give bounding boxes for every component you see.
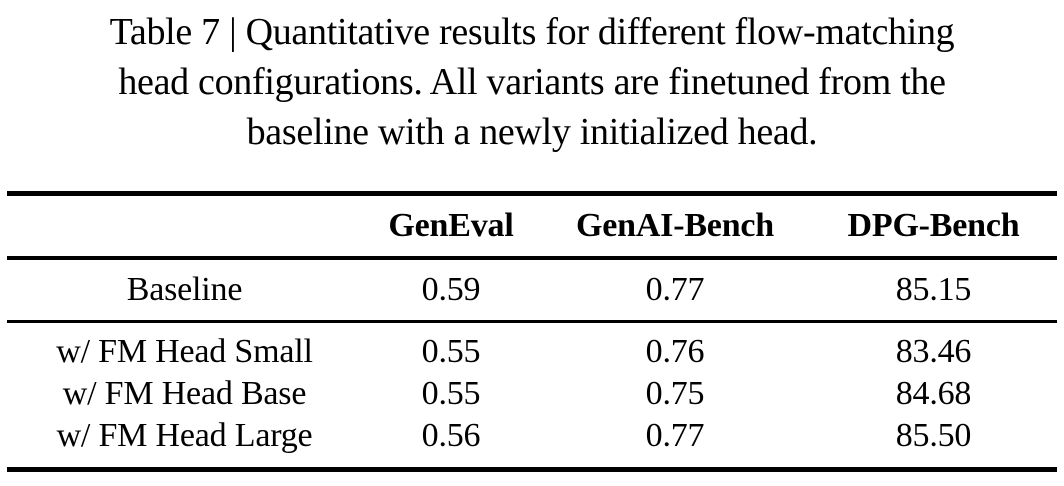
cell-genai-bench: 0.77 — [645, 417, 705, 454]
cell-genai-bench: 0.76 — [645, 333, 705, 370]
header-cell-dpg-bench: DPG-Bench — [847, 207, 1020, 244]
table-row-fm-head-small: w/ FM Head Small 0.55 0.76 83.46 — [7, 331, 1057, 373]
table-caption: Table 7 | Quantitative results for diffe… — [0, 0, 1064, 157]
cell-dpg-bench: 85.50 — [895, 417, 972, 454]
table-bottom-rule — [7, 467, 1057, 472]
table-row-fm-head-base: w/ FM Head Base 0.55 0.75 84.68 — [7, 373, 1057, 415]
cell-dpg-bench: 83.46 — [895, 333, 972, 370]
section-divider-rule — [7, 320, 1057, 323]
results-table: GenEval GenAI-Bench DPG-Bench Baseline 0… — [7, 191, 1057, 472]
fm-head-rows-group: w/ FM Head Small 0.55 0.76 83.46 w/ FM H… — [7, 323, 1057, 467]
cell-geneval: 0.55 — [421, 333, 481, 370]
row-label: w/ FM Head Base — [62, 375, 307, 412]
row-label: w/ FM Head Small — [56, 333, 313, 370]
table-top-rule — [7, 191, 1057, 196]
cell-geneval: 0.56 — [421, 417, 481, 454]
cell-genai-bench: 0.75 — [645, 375, 705, 412]
caption-line-1: Table 7 | Quantitative results for diffe… — [109, 11, 955, 53]
row-label: Baseline — [126, 271, 243, 308]
cell-genai-bench: 0.77 — [645, 271, 705, 308]
header-cell-geneval: GenEval — [388, 207, 514, 244]
header-divider-rule — [7, 256, 1057, 260]
caption-line-2: head configurations. All variants are fi… — [118, 61, 946, 103]
table-row-fm-head-large: w/ FM Head Large 0.56 0.77 85.50 — [7, 415, 1057, 457]
cell-dpg-bench: 84.68 — [895, 375, 972, 412]
cell-geneval: 0.55 — [421, 375, 481, 412]
caption-line-3: baseline with a newly initialized head. — [246, 111, 818, 153]
header-cell-genai-bench: GenAI-Bench — [575, 207, 775, 244]
cell-dpg-bench: 85.15 — [895, 271, 972, 308]
cell-geneval: 0.59 — [421, 271, 481, 308]
table-row-baseline: Baseline 0.59 0.77 85.15 — [7, 260, 1057, 320]
table-header-row: GenEval GenAI-Bench DPG-Bench — [7, 196, 1057, 256]
row-label: w/ FM Head Large — [56, 417, 313, 454]
